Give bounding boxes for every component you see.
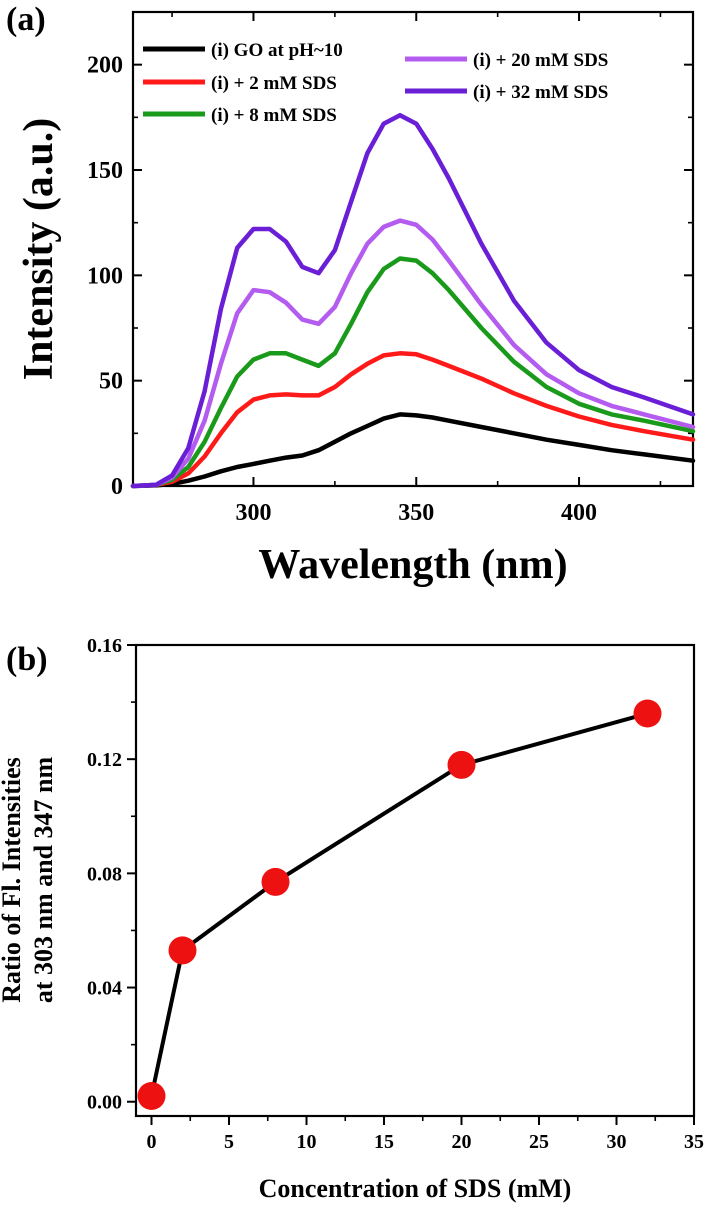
y-tick-label: 0.16	[87, 635, 122, 657]
series-line	[130, 218, 696, 489]
y-tick-label: 0.04	[87, 978, 122, 1000]
panel-a: (a) 300 350 400 0 50 100 150 200 (i) GO at pH~1…	[6, 1, 696, 588]
panel-b-ticks: 0 5 10 15 20 25 30 35 0.00 0.04 0.08 0.12 0.16	[87, 635, 704, 1153]
x-tick-label: 300	[235, 500, 271, 526]
panel-b: (b) 0 5 10 15 20 25 30 35 0.00 0.04 0.08 0.12 0.16 C…	[0, 635, 704, 1203]
x-tick-label: 5	[224, 1131, 234, 1153]
y-tick-label: 50	[99, 369, 123, 395]
panel-a-ticks: 300 350 400 0 50 100 150 200	[87, 11, 693, 526]
data-point	[447, 750, 476, 779]
x-tick-label: 350	[398, 500, 434, 526]
panel-b-label: (b)	[6, 641, 48, 678]
panel-a-legend: (i) GO at pH~10 (i) + 2 mM SDS (i) + 8 mM …	[143, 40, 608, 126]
legend-label: (i) + 20 mM SDS	[473, 50, 608, 71]
series-line	[130, 112, 696, 489]
x-tick-label: 20	[452, 1131, 472, 1153]
panel-a-frame	[131, 10, 695, 488]
x-tick-label: 35	[684, 1131, 704, 1153]
y-tick-label: 0	[111, 474, 123, 500]
legend-label: (i) + 32 mM SDS	[473, 82, 608, 103]
panel-b-y-axis-title: Ratio of Fl. Intensities at 303 nm and 3…	[0, 757, 58, 1004]
y-tick-label: 0.00	[87, 1092, 122, 1114]
panel-b-series	[137, 699, 662, 1110]
series-line	[130, 351, 696, 489]
connecting-line	[149, 711, 649, 1097]
x-tick-label: 0	[147, 1131, 157, 1153]
y-tick-label: 0.08	[87, 863, 122, 885]
panel-b-frame	[134, 643, 696, 1118]
y-tick-label: 200	[87, 53, 123, 79]
y-tick-label: 100	[87, 263, 123, 289]
panel-a-label: (a)	[6, 1, 46, 38]
panel-a-series	[130, 112, 696, 489]
panel-b-y-axis-title-line-1: Ratio of Fl. Intensities	[0, 757, 26, 1003]
x-tick-label: 15	[374, 1131, 394, 1153]
data-point	[137, 1082, 166, 1110]
panel-a-y-axis-title: Intensity (a.u.)	[16, 118, 62, 381]
x-tick-label: 30	[607, 1131, 627, 1153]
x-tick-label: 400	[561, 500, 597, 526]
data-point	[261, 867, 290, 896]
data-point	[168, 936, 197, 965]
y-tick-label: 0.12	[87, 749, 122, 771]
legend-label: (i) + 2 mM SDS	[211, 73, 337, 94]
x-tick-label: 25	[529, 1131, 549, 1153]
series-line	[130, 256, 696, 489]
panel-a-x-axis-title: Wavelength (nm)	[258, 542, 567, 588]
panel-b-x-axis-title: Concentration of SDS (mM)	[259, 1174, 572, 1203]
panel-b-y-axis-title-line-2: at 303 nm and 347 nm	[29, 757, 58, 1004]
legend-label: (i) + 8 mM SDS	[211, 105, 337, 126]
legend-label: (i) GO at pH~10	[211, 40, 343, 61]
x-tick-label: 10	[297, 1131, 317, 1153]
series-line	[130, 412, 696, 489]
y-tick-label: 150	[87, 158, 123, 184]
data-point	[633, 699, 662, 728]
